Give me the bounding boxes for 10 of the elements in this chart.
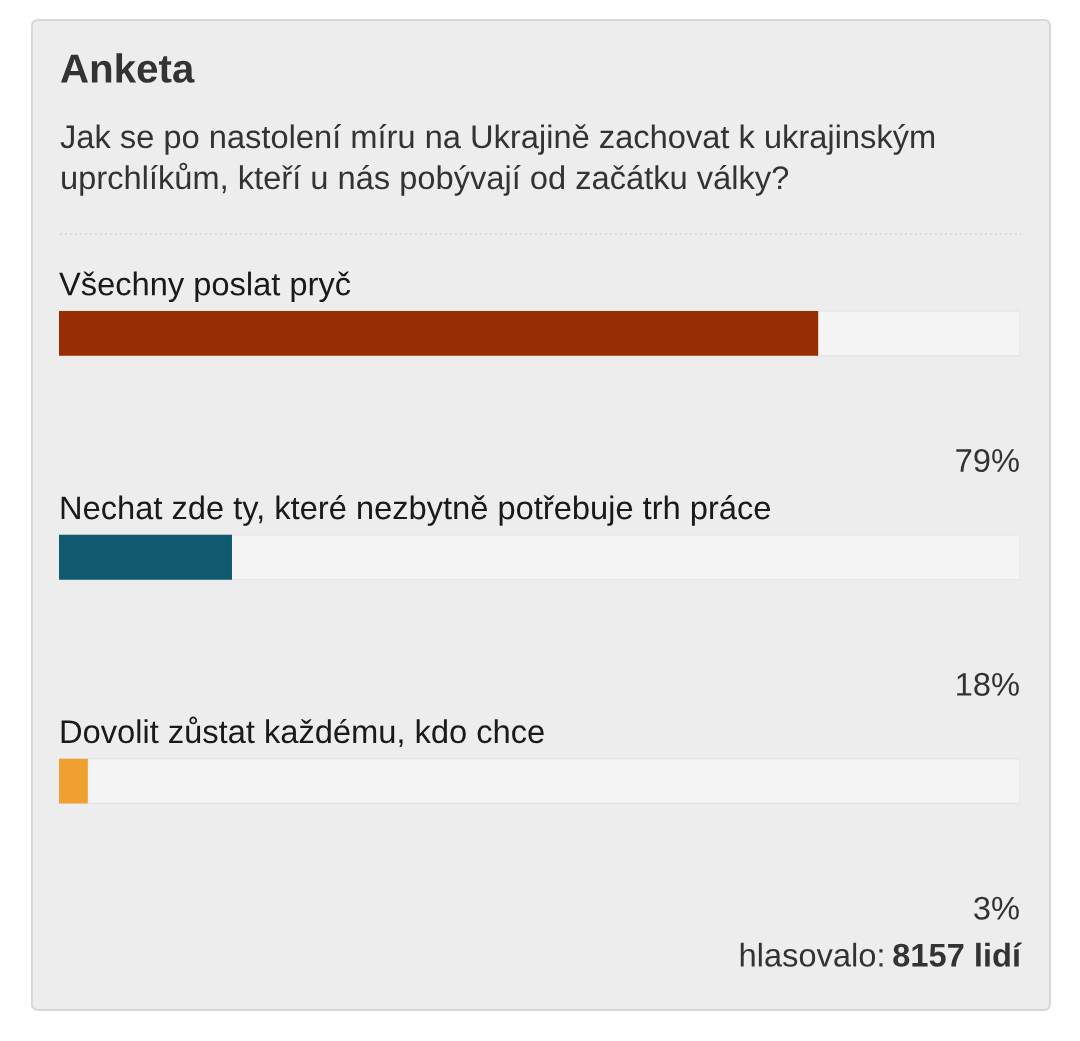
data-label: 79% (956, 448, 1019, 473)
y-tick-label: Všechny poslat pryč (59, 271, 351, 303)
y-tick-label: Nechat zde ty, které nezbytně potřebuje trh práce (61, 495, 770, 526)
data-label: 18% (957, 672, 1019, 696)
text: 8157 lidí (893, 942, 1022, 967)
chart-title: Anketa (61, 53, 195, 83)
chart-subtitle: Jak se po nastolení míru na Ukrajině zachovat k ukrajinským uprchlíkům, kteří u nás pobývají od začátku války? (60, 124, 935, 196)
y-tick-label: Dovolit zůstat každému, kdo chce (61, 716, 544, 748)
text: hlasovalo: (740, 942, 883, 967)
data-label: 3% (974, 896, 1019, 920)
